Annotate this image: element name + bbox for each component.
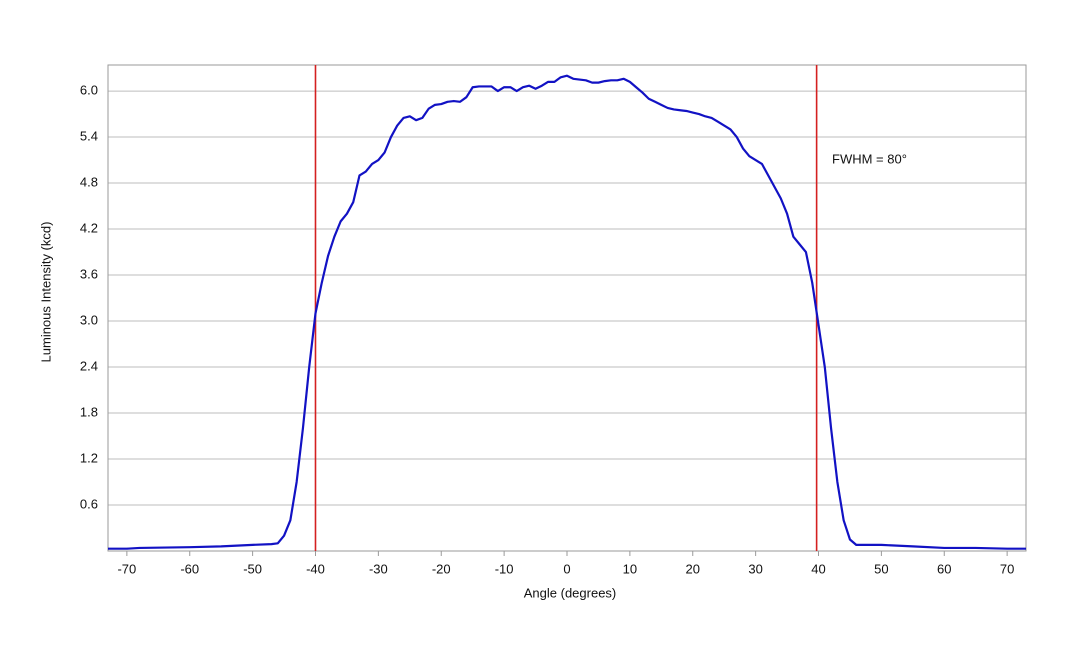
x-tick-label: -70 [117,561,136,576]
y-tick-label: 6.0 [80,83,98,98]
x-tick-label: 50 [874,561,888,576]
x-tick-label: 60 [937,561,951,576]
y-tick-label: 1.2 [80,450,98,465]
y-tick-label: 4.8 [80,174,98,189]
x-tick-label: -20 [432,561,451,576]
x-tick-label: 30 [748,561,762,576]
x-tick-label: -10 [495,561,514,576]
y-tick-label: 5.4 [80,128,98,143]
x-axis-title: Angle (degrees) [524,585,617,600]
x-tick-label: -60 [180,561,199,576]
y-tick-label: 3.6 [80,266,98,281]
plot-border [107,64,1027,552]
x-tick-label: -50 [243,561,262,576]
x-tick-label: 40 [811,561,825,576]
x-tick-label: 20 [686,561,700,576]
data-line [108,74,1026,550]
x-tick-label: 10 [623,561,637,576]
x-tick-label: -30 [369,561,388,576]
y-tick-label: 3.0 [80,312,98,327]
y-tick-label: 4.2 [80,220,98,235]
x-tick-label: -40 [306,561,325,576]
x-tick-label: 0 [563,561,570,576]
y-tick-label: 0.6 [80,496,98,511]
y-tick-label: 1.8 [80,404,98,419]
y-axis-title: Luminous Intensity (kcd) [38,222,53,363]
y-tick-label: 2.4 [80,358,98,373]
annotation: FWHM = 80° [832,151,907,166]
x-tick-label: 70 [1000,561,1014,576]
